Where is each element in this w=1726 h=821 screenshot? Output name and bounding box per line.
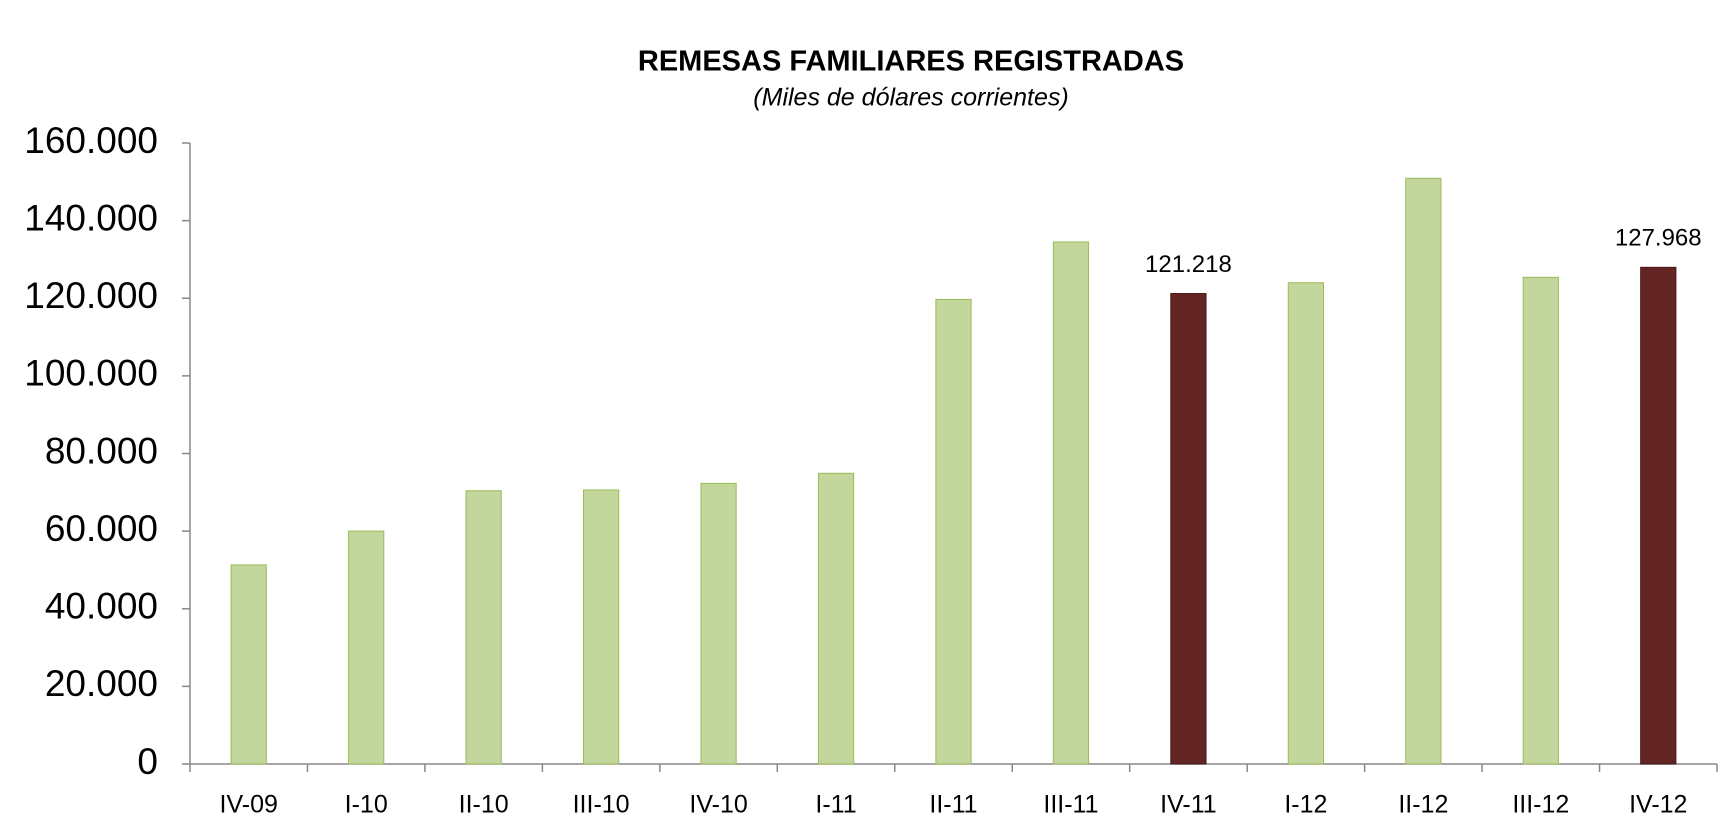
y-tick-label: 40.000 [45,586,158,627]
x-tick-label: IV-10 [689,791,747,819]
bar [1053,242,1088,764]
x-tick-label: II-12 [1398,791,1448,819]
chart-subtitle: (Miles de dólares corrientes) [753,84,1068,112]
y-tick-label: 160.000 [24,120,158,161]
bar [1523,277,1558,764]
y-tick-label: 60.000 [45,508,158,549]
bar [1288,283,1323,764]
y-tick-label: 120.000 [24,275,158,316]
data-label: 121.218 [1145,251,1232,278]
x-tick-label: III-11 [1043,791,1098,819]
x-tick-label: I-12 [1284,791,1327,819]
bar [1641,267,1676,764]
bar [466,491,501,764]
chart: REMESAS FAMILIARES REGISTRADAS (Miles de… [0,0,1726,821]
bar [231,565,266,764]
y-tick-label: 20.000 [45,663,158,704]
y-tick-label: 100.000 [24,353,158,394]
bar [818,473,853,764]
bar [1406,178,1441,764]
chart-title: REMESAS FAMILIARES REGISTRADAS [638,46,1184,78]
y-tick-label: 0 [137,741,158,782]
x-tick-label: III-12 [1512,791,1569,819]
bar [583,490,618,764]
x-tick-label: I-11 [815,791,856,819]
x-tick-label: IV-12 [1629,791,1687,819]
x-tick-label: II-10 [459,791,509,819]
x-tick-label: IV-11 [1160,791,1217,819]
data-label: 127.968 [1615,225,1702,252]
y-tick-label: 80.000 [45,430,158,471]
bar [701,483,736,764]
x-tick-label: II-11 [929,791,977,819]
bar [349,531,384,764]
y-tick-label: 140.000 [24,197,158,238]
x-tick-label: III-10 [573,791,630,819]
x-tick-label: I-10 [345,791,388,819]
bar [936,299,971,764]
x-tick-label: IV-09 [220,791,278,819]
bar [1171,294,1206,764]
